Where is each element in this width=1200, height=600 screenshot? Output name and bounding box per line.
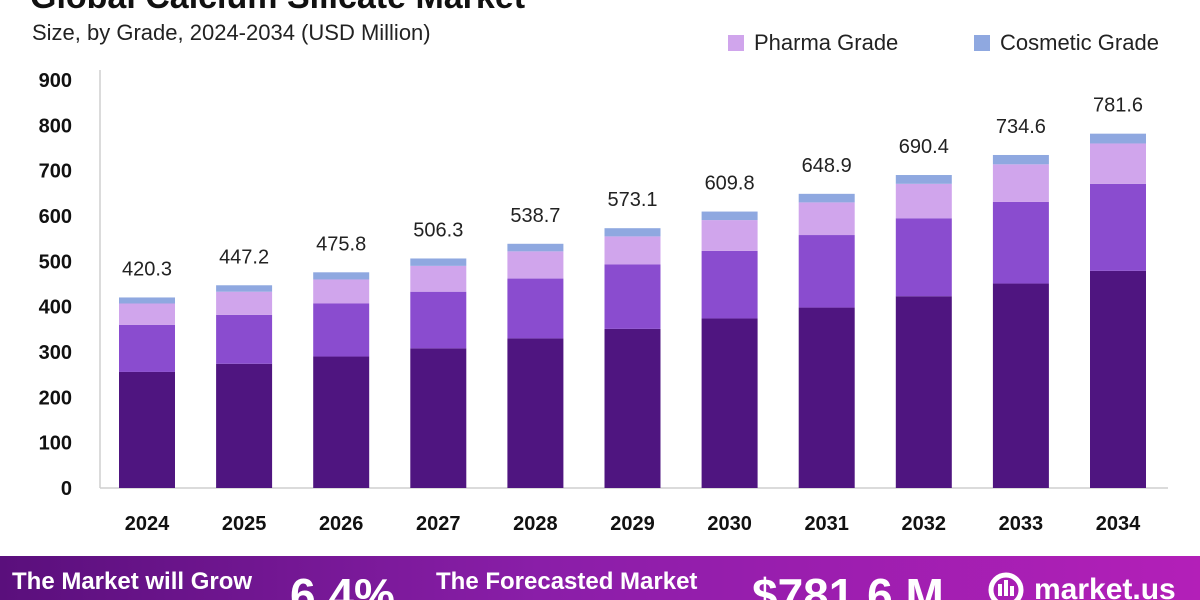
bar-total-label: 447.2 [219,246,269,268]
y-tick-label: 400 [39,297,72,319]
y-tick-label: 100 [39,433,72,455]
x-tick-label: 2033 [999,513,1044,535]
y-tick-label: 800 [39,115,72,137]
bar-total-label: 506.3 [413,219,463,241]
bar-segment-4 [507,243,564,252]
legend-item-cosmetic: Cosmetic Grade [974,30,1159,56]
footer-banner: The Market will Grow 6.4% The Forecasted… [0,556,1200,600]
bar-segment-1 [992,283,1049,488]
y-tick-label: 500 [39,251,72,273]
legend-swatch-cosmetic [974,35,990,51]
x-tick-label: 2029 [610,513,655,535]
bar-segment-2 [313,303,370,357]
bar-segment-1 [895,296,952,488]
bar-segment-3 [701,220,758,251]
bar-segment-3 [507,251,564,279]
x-tick-label: 2028 [513,513,558,535]
bar-segment-3 [798,202,855,236]
bar-segment-4 [216,285,273,292]
bar-segment-2 [604,264,661,329]
bar-total-label: 734.6 [996,116,1046,138]
bar-segment-1 [507,338,564,488]
legend-swatch-pharma [728,35,744,51]
chart-subtitle: Size, by Grade, 2024-2034 (USD Million) [32,20,431,45]
bar-segment-2 [410,291,467,349]
bar-segment-2 [895,218,952,297]
x-tick-label: 2034 [1096,513,1141,535]
bar-total-label: 420.3 [122,258,172,280]
y-tick-label: 600 [39,206,72,228]
bar-total-label: 781.6 [1093,95,1143,117]
y-tick-label: 900 [39,70,72,92]
banner-grow-text: The Market will Grow [12,568,253,595]
bar-total-label: 573.1 [607,189,657,211]
brand-name: market.us [1034,573,1176,600]
bar-segment-4 [992,154,1049,165]
x-tick-label: 2032 [902,513,947,535]
x-tick-label: 2026 [319,513,364,535]
bar-segment-1 [216,363,273,488]
bar-segment-2 [798,235,855,308]
bar-total-label: 609.8 [705,173,755,195]
bar-segment-4 [1090,133,1146,144]
x-tick-label: 2031 [804,513,849,535]
y-tick-label: 0 [61,478,72,500]
bar-segment-3 [216,291,273,315]
x-tick-label: 2024 [125,513,170,535]
bar-segment-4 [604,228,661,237]
bar-segment-3 [895,183,952,219]
bar-segment-1 [313,356,370,488]
bar-segment-3 [604,236,661,265]
legend-label-cosmetic: Cosmetic Grade [1000,30,1159,55]
bar-segment-3 [313,279,370,304]
y-tick-label: 300 [39,342,72,364]
bar-total-label: 690.4 [899,136,949,158]
chart-container: Global Calcium Silicate Market Size, by … [30,0,1168,535]
bar-segment-1 [604,328,661,488]
bar-segment-2 [701,250,758,319]
bar-segment-4 [313,272,370,280]
market-us-logo-icon [988,572,1024,600]
x-tick-label: 2025 [222,513,267,535]
bar-segment-2 [507,278,564,339]
brand-logo[interactable]: market.us [986,570,1176,600]
bar-segment-1 [701,318,758,488]
legend-item-pharma: Pharma Grade [728,30,898,56]
y-tick-label: 700 [39,161,72,183]
bar-segment-2 [216,314,273,364]
bar-total-label: 475.8 [316,233,366,255]
bar-segment-3 [1090,143,1146,184]
bar-segment-2 [992,201,1049,284]
bar-segment-4 [119,297,175,304]
bar-segment-2 [119,324,175,372]
bar-segment-3 [119,303,175,325]
legend-label-pharma: Pharma Grade [754,30,899,55]
bar-total-label: 648.9 [802,155,852,177]
bar-segment-1 [798,307,855,488]
bar-segment-4 [410,258,467,266]
chart-title: Global Calcium Silicate Market [30,0,525,17]
bar-segment-4 [798,193,855,203]
bar-segment-4 [895,175,952,184]
plot-area: 0 100 200 300 400 500 600 700 800 900 420.3 2024 447… [39,70,1168,535]
bar-segment-1 [410,348,467,488]
banner-forecast-value: $781.6 M [752,569,944,600]
bar-segment-3 [410,265,467,292]
x-tick-label: 2027 [416,513,461,535]
x-tick-label: 2030 [707,513,752,535]
banner-cagr-value: 6.4% [290,569,395,600]
banner-forecast-text: The Forecasted Market [436,568,698,595]
bar-total-label: 538.7 [510,205,560,227]
bar-segment-1 [119,371,175,488]
y-tick-label: 200 [39,387,72,409]
bar-segment-1 [1090,270,1146,488]
bar-segment-2 [1090,183,1146,271]
bar-segment-4 [701,211,758,221]
bar-segment-3 [992,164,1049,202]
